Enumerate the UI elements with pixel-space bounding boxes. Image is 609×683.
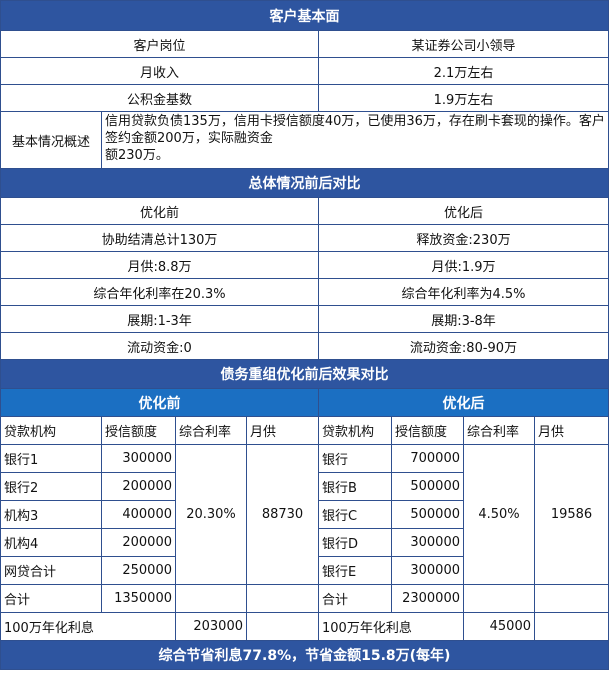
before-institution: 机构4 bbox=[0, 528, 102, 557]
summary-line-1: 信用贷款负债135万，信用卡授信额度40万，已使用36万，存在刷卡套现的操作。客… bbox=[105, 114, 605, 146]
empty-cell bbox=[463, 584, 535, 613]
overall-after: 综合年化利率为4.5% bbox=[318, 278, 609, 306]
empty-cell bbox=[246, 612, 319, 641]
section-title-overall: 总体情况前后对比 bbox=[0, 168, 609, 198]
overall-before: 月供:8.8万 bbox=[0, 251, 319, 279]
after-total: 2300000 bbox=[391, 584, 464, 613]
overall-before: 流动资金:0 bbox=[0, 332, 319, 360]
after-rate: 4.50% bbox=[463, 444, 535, 585]
restructuring-before-header: 优化前 bbox=[0, 388, 319, 417]
overall-after: 释放资金:230万 bbox=[318, 224, 609, 252]
overall-before: 综合年化利率在20.3% bbox=[0, 278, 319, 306]
overall-before: 展期:1-3年 bbox=[0, 305, 319, 333]
overall-before-header: 优化前 bbox=[0, 197, 319, 225]
after-credit: 300000 bbox=[391, 528, 464, 557]
after-credit: 700000 bbox=[391, 444, 464, 473]
after-institution: 银行E bbox=[318, 556, 392, 585]
empty-cell bbox=[246, 584, 319, 613]
col-header-monthly: 月供 bbox=[534, 416, 609, 445]
before-credit: 400000 bbox=[101, 500, 176, 529]
section-title-customer-basics: 客户基本面 bbox=[0, 0, 609, 31]
before-institution: 银行2 bbox=[0, 472, 102, 501]
label-income: 月收入 bbox=[0, 57, 319, 85]
col-header-credit: 授信额度 bbox=[101, 416, 176, 445]
label-position: 客户岗位 bbox=[0, 30, 319, 58]
label-summary: 基本情况概述 bbox=[0, 111, 102, 169]
after-institution: 银行C bbox=[318, 500, 392, 529]
after-institution: 银行 bbox=[318, 444, 392, 473]
before-credit: 200000 bbox=[101, 528, 176, 557]
before-total-label: 合计 bbox=[0, 584, 102, 613]
empty-cell bbox=[534, 612, 609, 641]
after-total-label: 合计 bbox=[318, 584, 392, 613]
summary-line-2: 额230万。 bbox=[105, 148, 169, 163]
overall-after: 流动资金:80-90万 bbox=[318, 332, 609, 360]
col-header-credit: 授信额度 bbox=[391, 416, 464, 445]
before-institution: 机构3 bbox=[0, 500, 102, 529]
before-monthly: 88730 bbox=[246, 444, 319, 585]
col-header-rate: 综合利率 bbox=[463, 416, 535, 445]
value-income: 2.1万左右 bbox=[318, 57, 609, 85]
col-header-monthly: 月供 bbox=[246, 416, 319, 445]
after-credit: 500000 bbox=[391, 500, 464, 529]
overall-before: 协助结清总计130万 bbox=[0, 224, 319, 252]
after-interest: 45000 bbox=[463, 612, 535, 641]
before-credit: 200000 bbox=[101, 472, 176, 501]
overall-after: 展期:3-8年 bbox=[318, 305, 609, 333]
overall-after: 月供:1.9万 bbox=[318, 251, 609, 279]
col-header-institution: 贷款机构 bbox=[0, 416, 102, 445]
after-interest-label: 100万年化利息 bbox=[318, 612, 464, 641]
after-monthly: 19586 bbox=[534, 444, 609, 585]
before-credit: 300000 bbox=[101, 444, 176, 473]
summary-text: 信用贷款负债135万，信用卡授信额度40万，已使用36万，存在刷卡套现的操作。客… bbox=[101, 111, 609, 169]
before-total: 1350000 bbox=[101, 584, 176, 613]
before-interest: 203000 bbox=[175, 612, 247, 641]
before-interest-label: 100万年化利息 bbox=[0, 612, 176, 641]
before-rate: 20.30% bbox=[175, 444, 247, 585]
col-header-institution: 贷款机构 bbox=[318, 416, 392, 445]
before-institution: 银行1 bbox=[0, 444, 102, 473]
empty-cell bbox=[175, 584, 247, 613]
after-institution: 银行B bbox=[318, 472, 392, 501]
before-institution: 网贷合计 bbox=[0, 556, 102, 585]
value-fund: 1.9万左右 bbox=[318, 84, 609, 112]
after-credit: 300000 bbox=[391, 556, 464, 585]
empty-cell bbox=[534, 584, 609, 613]
savings-summary: 综合节省利息77.8%，节省金额15.8万(每年) bbox=[0, 640, 609, 670]
after-institution: 银行D bbox=[318, 528, 392, 557]
value-position: 某证券公司小领导 bbox=[318, 30, 609, 58]
label-fund: 公积金基数 bbox=[0, 84, 319, 112]
overall-after-header: 优化后 bbox=[318, 197, 609, 225]
before-credit: 250000 bbox=[101, 556, 176, 585]
after-credit: 500000 bbox=[391, 472, 464, 501]
col-header-rate: 综合利率 bbox=[175, 416, 247, 445]
section-title-restructuring: 债务重组优化前后效果对比 bbox=[0, 359, 609, 389]
restructuring-after-header: 优化后 bbox=[318, 388, 609, 417]
